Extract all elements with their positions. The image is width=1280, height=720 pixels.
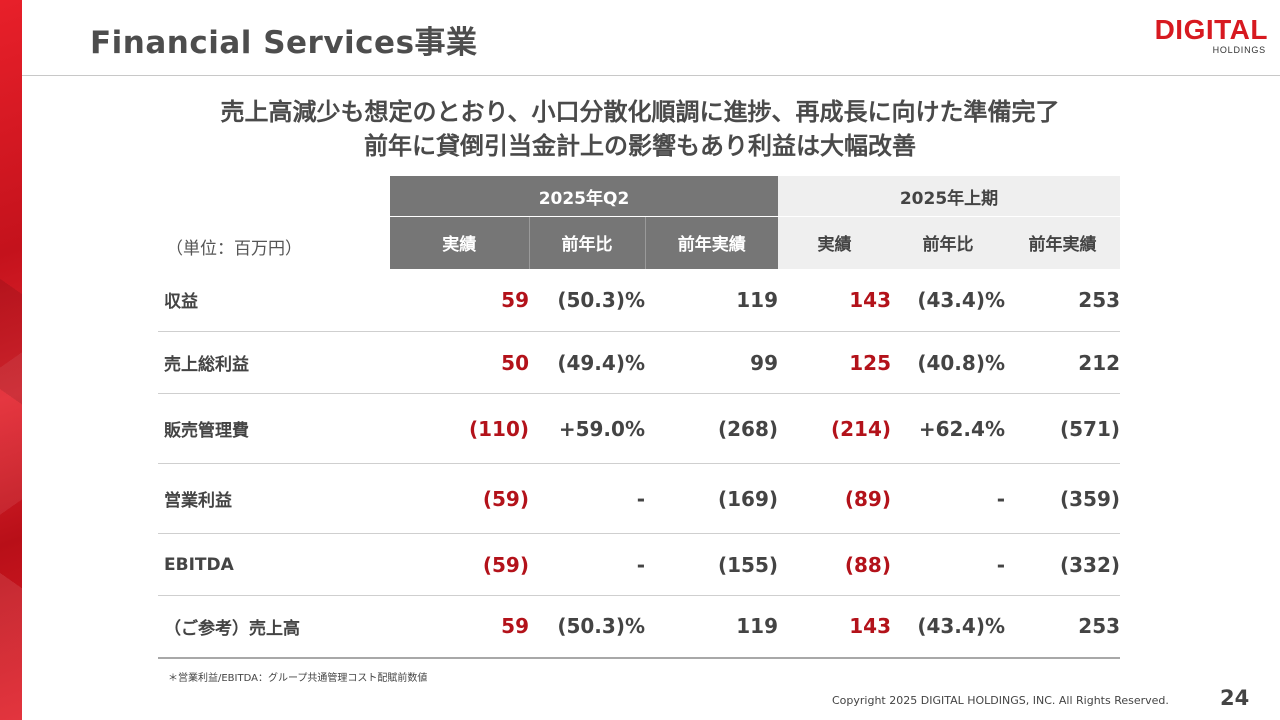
q2-yoy-cell: +59.0% bbox=[529, 393, 645, 464]
col-header: 前年比 bbox=[891, 216, 1005, 269]
row-label: 販売管理費 bbox=[158, 393, 390, 464]
company-logo: DIGITAL HOLDINGS bbox=[1142, 14, 1268, 56]
q2-prev-cell: (169) bbox=[645, 463, 778, 534]
table-row: EBITDA (59) - (155) (88) - (332) bbox=[158, 533, 1121, 596]
footnote: ＊営業利益/EBITDA：グループ共通管理コスト配賦前数値 bbox=[168, 673, 428, 684]
h1-actual-cell: 143 bbox=[778, 268, 891, 332]
logo-subtitle: HOLDINGS bbox=[1212, 45, 1266, 55]
financial-table: 2025年Q2 2025年上期 （単位：百万円） 実績 前年比 前年実績 実績 … bbox=[158, 176, 1121, 659]
table-row: 収益 59 (50.3)% 119 143 (43.4)% 253 bbox=[158, 268, 1121, 332]
h1-prev-cell: 212 bbox=[1005, 331, 1121, 394]
table-row: 販売管理費 (110) +59.0% (268) (214) +62.4% (5… bbox=[158, 393, 1121, 464]
q2-yoy-cell: - bbox=[529, 533, 645, 596]
h1-yoy-cell: (43.4)% bbox=[891, 595, 1005, 659]
h1-yoy-cell: - bbox=[891, 533, 1005, 596]
h1-actual-cell: (88) bbox=[778, 533, 891, 596]
h1-actual-cell: (89) bbox=[778, 463, 891, 534]
h1-actual-cell: 143 bbox=[778, 595, 891, 659]
page-number: 24 bbox=[1220, 686, 1250, 710]
copyright-text: Copyright 2025 DIGITAL HOLDINGS, INC. Al… bbox=[832, 694, 1169, 707]
h1-yoy-cell: (43.4)% bbox=[891, 268, 1005, 332]
q2-actual-cell: 59 bbox=[390, 268, 529, 332]
q2-actual-cell: (110) bbox=[390, 393, 529, 464]
row-label: EBITDA bbox=[158, 533, 390, 596]
table-row: （ご参考）売上高 59 (50.3)% 119 143 (43.4)% 253 bbox=[158, 595, 1121, 659]
unit-label: （単位：百万円） bbox=[166, 238, 302, 259]
q2-actual-cell: 59 bbox=[390, 595, 529, 659]
col-header: 実績 bbox=[390, 216, 529, 269]
headline-line-1: 売上高減少も想定のとおり、小口分散化順調に進捗、再成長に向けた準備完了 bbox=[220, 98, 1060, 126]
row-label: （ご参考）売上高 bbox=[158, 595, 390, 659]
row-label: 営業利益 bbox=[158, 463, 390, 534]
h1-prev-cell: (332) bbox=[1005, 533, 1121, 596]
col-header: 実績 bbox=[778, 216, 891, 269]
h1-prev-cell: (359) bbox=[1005, 463, 1121, 534]
h1-prev-cell: (571) bbox=[1005, 393, 1121, 464]
q2-prev-cell: (268) bbox=[645, 393, 778, 464]
h1-yoy-cell: - bbox=[891, 463, 1005, 534]
col-header: 前年実績 bbox=[644, 216, 778, 269]
q2-yoy-cell: (50.3)% bbox=[529, 595, 645, 659]
q2-prev-cell: 119 bbox=[645, 268, 778, 332]
table-row: 営業利益 (59) - (169) (89) - (359) bbox=[158, 463, 1121, 534]
q2-actual-cell: (59) bbox=[390, 533, 529, 596]
q2-actual-cell: (59) bbox=[390, 463, 529, 534]
row-label: 売上総利益 bbox=[158, 331, 390, 394]
side-accent-band bbox=[0, 0, 22, 720]
h1-yoy-cell: +62.4% bbox=[891, 393, 1005, 464]
headline-line-2: 前年に貸倒引当金計上の影響もあり利益は大幅改善 bbox=[364, 132, 916, 160]
group-header-h1: 2025年上期 bbox=[778, 176, 1121, 217]
h1-yoy-cell: (40.8)% bbox=[891, 331, 1005, 394]
col-header: 前年実績 bbox=[1005, 216, 1121, 269]
q2-prev-cell: 99 bbox=[645, 331, 778, 394]
q2-yoy-cell: - bbox=[529, 463, 645, 534]
h1-actual-cell: (214) bbox=[778, 393, 891, 464]
q2-yoy-cell: (50.3)% bbox=[529, 268, 645, 332]
group-header-q2: 2025年Q2 bbox=[390, 176, 778, 217]
slide-title: Financial Services事業 bbox=[90, 25, 478, 61]
h1-actual-cell: 125 bbox=[778, 331, 891, 394]
q2-actual-cell: 50 bbox=[390, 331, 529, 394]
h1-prev-cell: 253 bbox=[1005, 595, 1121, 659]
logo-wordmark: DIGITAL bbox=[1154, 14, 1268, 45]
header-spacer bbox=[158, 176, 390, 217]
h1-prev-cell: 253 bbox=[1005, 268, 1121, 332]
row-label: 収益 bbox=[158, 268, 390, 332]
q2-prev-cell: 119 bbox=[645, 595, 778, 659]
q2-prev-cell: (155) bbox=[645, 533, 778, 596]
col-header: 前年比 bbox=[528, 216, 645, 269]
table-row: 売上総利益 50 (49.4)% 99 125 (40.8)% 212 bbox=[158, 331, 1121, 394]
title-divider bbox=[22, 75, 1280, 76]
q2-yoy-cell: (49.4)% bbox=[529, 331, 645, 394]
